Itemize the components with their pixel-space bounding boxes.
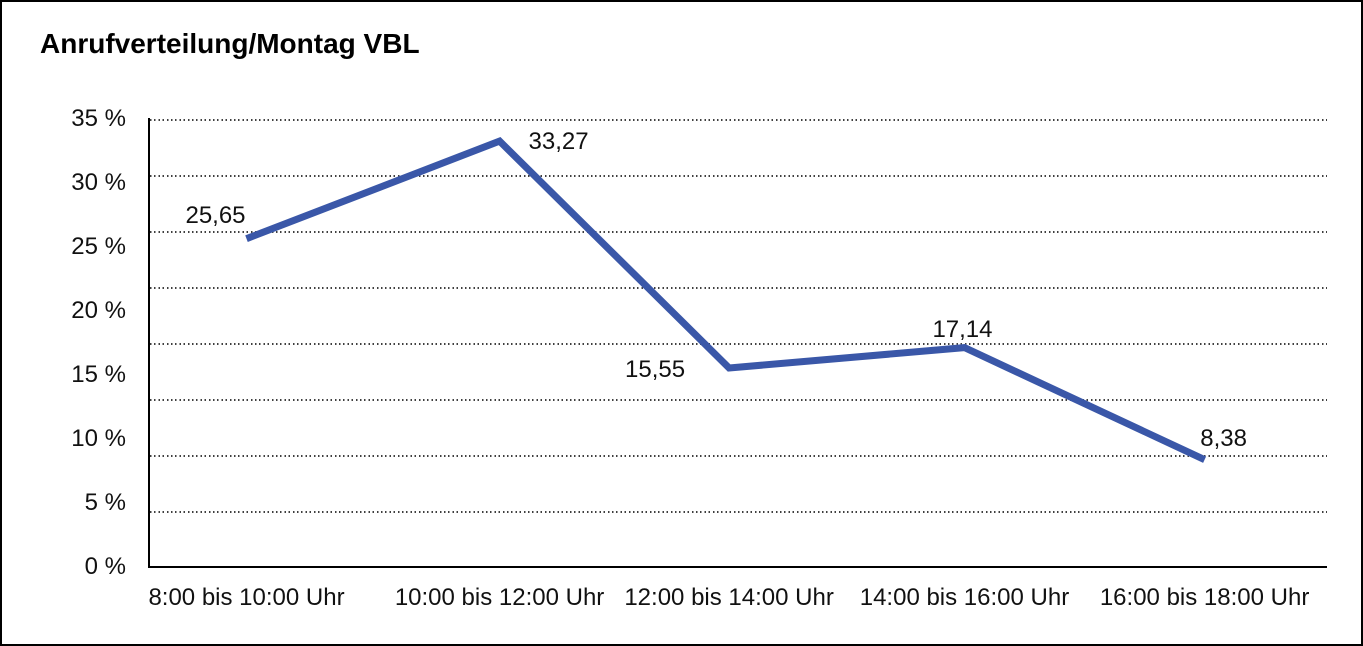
gridline — [150, 175, 1327, 177]
y-axis-tick-label: 20 % — [71, 297, 126, 324]
x-axis-tick-label: 10:00 bis 12:00 Uhr — [394, 584, 605, 611]
y-axis-tick-label: 30 % — [71, 169, 126, 196]
x-axis-tick-label: 14:00 bis 16:00 Uhr — [859, 584, 1070, 611]
data-label: 17,14 — [932, 315, 993, 343]
gridline — [150, 343, 1327, 345]
gridline — [150, 511, 1327, 513]
gridline — [150, 399, 1327, 401]
y-axis-tick-label: 5 % — [84, 489, 126, 516]
series-line — [245, 137, 1207, 463]
data-label: 8,38 — [1200, 424, 1247, 452]
x-axis-tick-label: 8:00 bis 10:00 Uhr — [148, 584, 345, 611]
y-axis-line — [148, 118, 150, 568]
data-label: 15,55 — [625, 355, 686, 383]
data-label: 33,27 — [528, 128, 589, 156]
x-axis-tick-label: 16:00 bis 18:00 Uhr — [1099, 584, 1310, 611]
gridline — [150, 119, 1327, 121]
y-axis-tick-label: 25 % — [71, 233, 126, 260]
y-axis-tick-label: 35 % — [71, 105, 126, 132]
plot-area — [150, 119, 1327, 567]
x-axis-tick-label: 12:00 bis 14:00 Uhr — [624, 584, 834, 611]
y-axis-tick-label: 15 % — [71, 361, 126, 388]
x-axis-line — [150, 566, 1327, 568]
y-axis-tick-label: 10 % — [71, 425, 126, 452]
data-label: 25,65 — [185, 201, 246, 229]
chart-title: Anrufverteilung/Montag VBL — [40, 28, 420, 59]
gridline — [150, 287, 1327, 289]
gridline — [150, 231, 1327, 233]
line-series-svg — [245, 137, 1207, 463]
y-axis-tick-label: 0 % — [84, 553, 126, 580]
gridline — [150, 455, 1327, 457]
